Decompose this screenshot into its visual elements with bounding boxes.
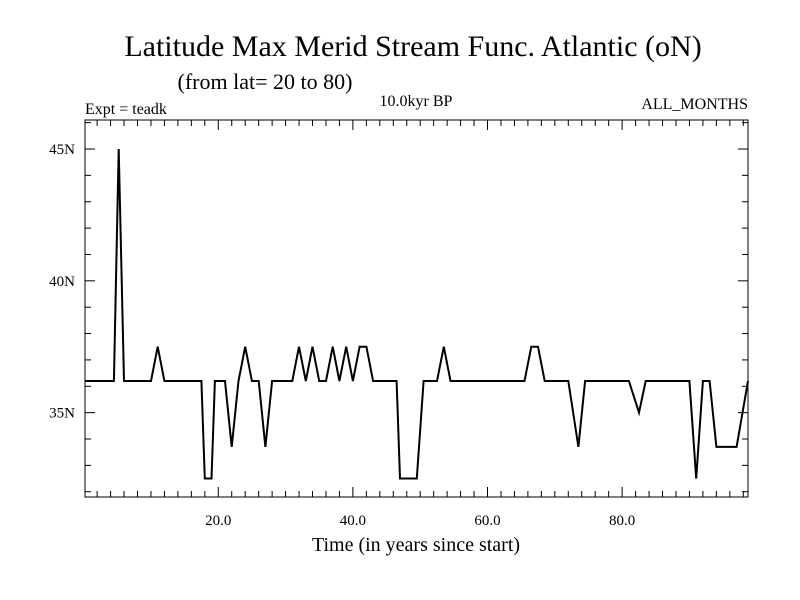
x-tick-label: 20.0 (205, 513, 231, 529)
y-axis-tick-labels: 35N 40N 45N (49, 142, 75, 422)
y-tick-label: 40N (49, 274, 75, 290)
x-axis-tick-labels: 20.0 40.0 60.0 80.0 (205, 513, 635, 529)
y-tick-label: 45N (49, 142, 75, 158)
y-axis-ticks (85, 122, 748, 493)
series-group (85, 148, 749, 480)
x-axis-ticks (96, 120, 744, 497)
series-line (85, 148, 749, 480)
plot-frame (84, 119, 749, 498)
experiment-label: Expt = teadk (85, 101, 167, 118)
months-label: ALL_MONTHS (641, 96, 748, 113)
x-tick-label: 40.0 (340, 513, 366, 529)
x-tick-label: 80.0 (609, 513, 635, 529)
x-tick-label: 60.0 (474, 513, 500, 529)
period-label: 10.0kyr BP (380, 93, 453, 110)
y-tick-label: 35N (49, 406, 75, 422)
chart-subtitle: (from lat= 20 to 80) (178, 69, 353, 94)
chart-title: Latitude Max Merid Stream Func. Atlantic… (124, 30, 701, 63)
x-axis-label: Time (in years since start) (312, 534, 520, 556)
